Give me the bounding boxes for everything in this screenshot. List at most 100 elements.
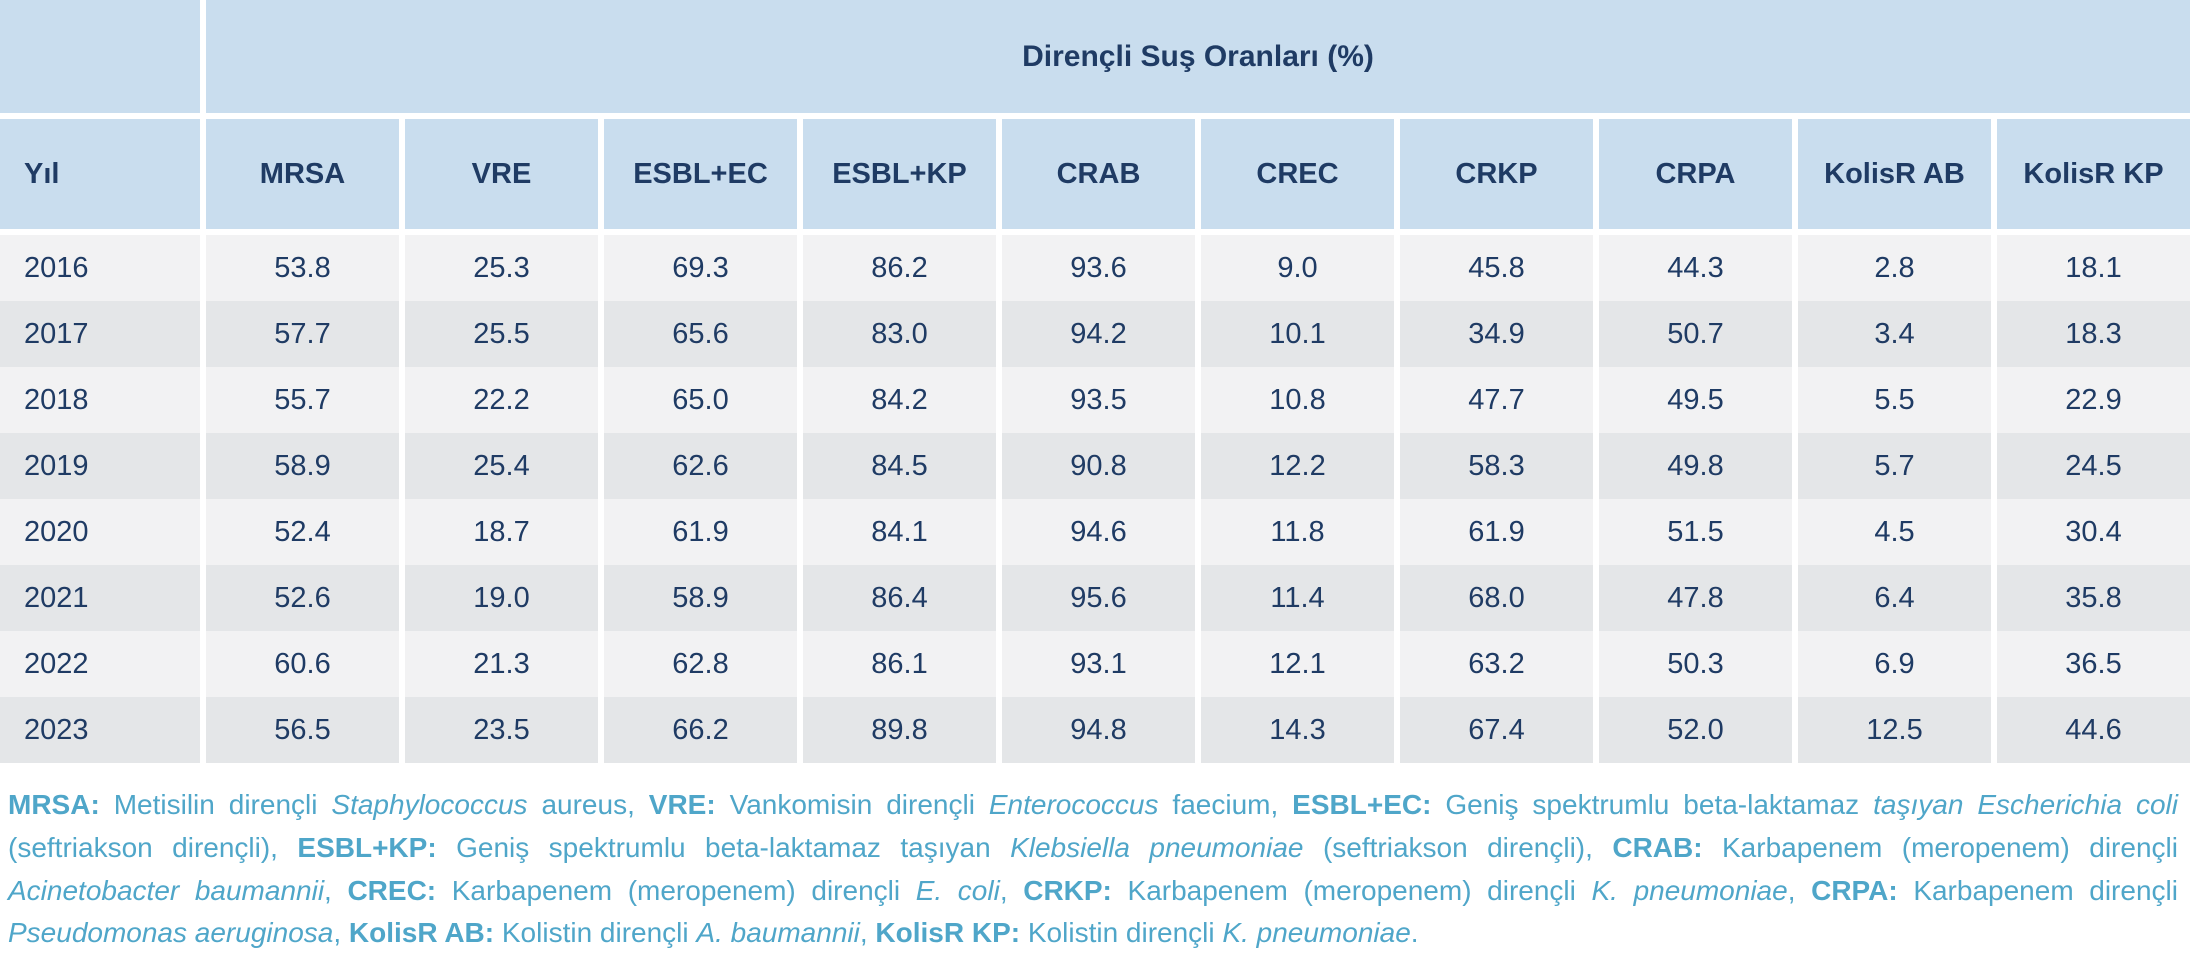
footnote-segment: Vankomisin dirençli bbox=[715, 789, 989, 820]
footnote-segment: KolisR KP: bbox=[875, 917, 1021, 949]
footnote-segment: , bbox=[1787, 874, 1812, 906]
footnote-segment: , bbox=[859, 917, 876, 949]
value-cell: 86.2 bbox=[803, 235, 996, 301]
value-cell: 61.9 bbox=[604, 499, 797, 565]
value-cell: 57.7 bbox=[206, 301, 399, 367]
value-cell: 11.4 bbox=[1201, 565, 1394, 631]
column-header-esbl-kp: ESBL+KP bbox=[803, 119, 996, 229]
footnote-segment: CRAB: bbox=[1612, 831, 1703, 863]
value-cell: 12.2 bbox=[1201, 433, 1394, 499]
year-cell: 2023 bbox=[0, 697, 200, 763]
value-cell: 12.1 bbox=[1201, 631, 1394, 697]
value-cell: 83.0 bbox=[803, 301, 996, 367]
footnote-segment: Staphylococcus bbox=[331, 789, 528, 820]
value-cell: 60.6 bbox=[206, 631, 399, 697]
value-cell: 94.6 bbox=[1002, 499, 1195, 565]
value-cell: 47.7 bbox=[1400, 367, 1593, 433]
footnote-segment: E. coli bbox=[915, 874, 1000, 906]
value-cell: 50.7 bbox=[1599, 301, 1792, 367]
value-cell: 6.9 bbox=[1798, 631, 1991, 697]
table-row: 2018 55.7 22.2 65.0 84.2 93.5 10.8 47.7 49.5 5.5 2… bbox=[0, 367, 2190, 433]
footnote-segment: Kolistin dirençli bbox=[494, 917, 697, 949]
value-cell: 50.3 bbox=[1599, 631, 1792, 697]
value-cell: 19.0 bbox=[405, 565, 598, 631]
value-cell: 65.6 bbox=[604, 301, 797, 367]
footnote-segment: Karbapenem (meropenem) dirençli bbox=[1111, 874, 1592, 906]
value-cell: 10.8 bbox=[1201, 367, 1394, 433]
footnote-segment: Enterococcus bbox=[988, 789, 1159, 820]
value-cell: 18.1 bbox=[1997, 235, 2190, 301]
table-title: Dirençli Suş Oranları (%) bbox=[206, 0, 2190, 113]
table-row: 2017 57.7 25.5 65.6 83.0 94.2 10.1 34.9 50.7 3.4 1… bbox=[0, 301, 2190, 367]
column-header-row: Yıl MRSA VRE ESBL+EC ESBL+KP CRAB CREC CRKP CRPA… bbox=[0, 119, 2190, 229]
footnote-segment: Geniş spektrumlu beta-laktamaz taşıyan bbox=[436, 831, 1011, 863]
value-cell: 18.3 bbox=[1997, 301, 2190, 367]
footnote-segment: Geniş spektrumlu beta-laktamaz bbox=[1431, 789, 1874, 820]
value-cell: 14.3 bbox=[1201, 697, 1394, 763]
value-cell: 58.3 bbox=[1400, 433, 1593, 499]
table-row: 2021 52.6 19.0 58.9 86.4 95.6 11.4 68.0 47.8 6.4 3… bbox=[0, 565, 2190, 631]
value-cell: 61.9 bbox=[1400, 499, 1593, 565]
value-cell: 44.6 bbox=[1997, 697, 2190, 763]
year-cell: 2020 bbox=[0, 499, 200, 565]
footnote-segment: Karbapenem (meropenem) dirençli bbox=[1702, 831, 2178, 863]
column-header-esbl-ec: ESBL+EC bbox=[604, 119, 797, 229]
year-cell: 2019 bbox=[0, 433, 200, 499]
footnote-segment: K. pneumoniae bbox=[1591, 874, 1788, 906]
footnote-segment: A. baumannii bbox=[696, 917, 860, 949]
value-cell: 58.9 bbox=[604, 565, 797, 631]
value-cell: 3.4 bbox=[1798, 301, 1991, 367]
column-header-crec: CREC bbox=[1201, 119, 1394, 229]
footnote-segment: K. pneumoniae bbox=[1222, 917, 1411, 949]
footnote-segment: VRE: bbox=[648, 789, 716, 820]
value-cell: 69.3 bbox=[604, 235, 797, 301]
year-cell: 2021 bbox=[0, 565, 200, 631]
value-cell: 95.6 bbox=[1002, 565, 1195, 631]
footnote-segment: . bbox=[1410, 917, 1419, 949]
value-cell: 86.4 bbox=[803, 565, 996, 631]
footnote-segment: Klebsiella pneumoniae bbox=[1010, 831, 1304, 863]
year-cell: 2016 bbox=[0, 235, 200, 301]
column-header-year: Yıl bbox=[0, 119, 200, 229]
value-cell: 25.5 bbox=[405, 301, 598, 367]
value-cell: 58.9 bbox=[206, 433, 399, 499]
footnote-segment: Karbapenem (meropenem) dirençli bbox=[436, 874, 916, 906]
value-cell: 51.5 bbox=[1599, 499, 1792, 565]
column-header-kolisr-kp: KolisR KP bbox=[1997, 119, 2190, 229]
value-cell: 6.4 bbox=[1798, 565, 1991, 631]
value-cell: 25.3 bbox=[405, 235, 598, 301]
value-cell: 62.6 bbox=[604, 433, 797, 499]
value-cell: 30.4 bbox=[1997, 499, 2190, 565]
value-cell: 94.2 bbox=[1002, 301, 1195, 367]
footnote-segment: faecium, bbox=[1158, 789, 1293, 820]
value-cell: 11.8 bbox=[1201, 499, 1394, 565]
value-cell: 66.2 bbox=[604, 697, 797, 763]
table-title-row: Dirençli Suş Oranları (%) bbox=[0, 0, 2190, 113]
value-cell: 36.5 bbox=[1997, 631, 2190, 697]
value-cell: 94.8 bbox=[1002, 697, 1195, 763]
value-cell: 24.5 bbox=[1997, 433, 2190, 499]
column-header-crpa: CRPA bbox=[1599, 119, 1792, 229]
footnote-segment: aureus, bbox=[527, 789, 649, 820]
value-cell: 5.5 bbox=[1798, 367, 1991, 433]
value-cell: 2.8 bbox=[1798, 235, 1991, 301]
table-body: 2016 53.8 25.3 69.3 86.2 93.6 9.0 45.8 44.3 2.8 18… bbox=[0, 235, 2190, 763]
footnote-segment: Acinetobacter baumannii bbox=[8, 874, 325, 906]
value-cell: 67.4 bbox=[1400, 697, 1593, 763]
value-cell: 22.9 bbox=[1997, 367, 2190, 433]
footnote-segment: Karbapenem dirençli bbox=[1897, 874, 2178, 906]
footnote-segment: , bbox=[324, 874, 348, 906]
value-cell: 4.5 bbox=[1798, 499, 1991, 565]
footnote-segment: CRKP: bbox=[1023, 874, 1112, 906]
column-header-crkp: CRKP bbox=[1400, 119, 1593, 229]
footnote-segment: CRPA: bbox=[1811, 874, 1898, 906]
table-footnote: MRSA: Metisilin dirençli Staphylococcus … bbox=[8, 784, 2178, 955]
value-cell: 23.5 bbox=[405, 697, 598, 763]
footnote-segment: ESBL+KP: bbox=[297, 831, 437, 863]
footnote-segment: , bbox=[999, 874, 1024, 906]
value-cell: 52.0 bbox=[1599, 697, 1792, 763]
value-cell: 22.2 bbox=[405, 367, 598, 433]
value-cell: 35.8 bbox=[1997, 565, 2190, 631]
value-cell: 44.3 bbox=[1599, 235, 1792, 301]
value-cell: 84.1 bbox=[803, 499, 996, 565]
